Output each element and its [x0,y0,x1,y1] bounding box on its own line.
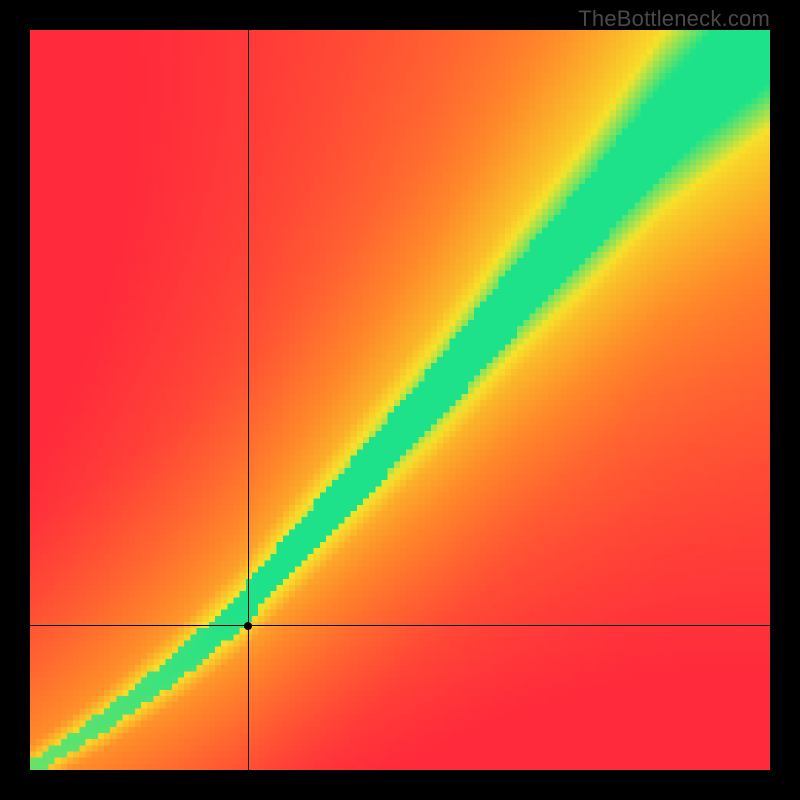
chart-container: TheBottleneck.com [0,0,800,800]
watermark-text: TheBottleneck.com [578,6,770,32]
heatmap-canvas [30,30,770,770]
crosshair-vertical [248,30,249,770]
crosshair-marker [244,622,252,630]
crosshair-horizontal [30,625,770,626]
